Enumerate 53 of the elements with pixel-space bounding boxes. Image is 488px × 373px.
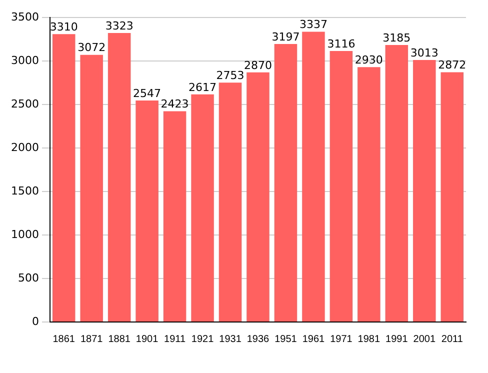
bar [440, 72, 464, 322]
bar [136, 100, 158, 322]
bar [358, 67, 380, 322]
x-tick-label: 2001 [413, 334, 436, 345]
bar [52, 34, 76, 322]
y-tick-label: 0 [32, 314, 39, 328]
data-label: 3013 [410, 46, 438, 60]
data-label: 2617 [188, 80, 217, 94]
x-tick-label: 1921 [191, 334, 214, 345]
y-tick-label: 1500 [10, 184, 39, 198]
x-tick-label: 1991 [386, 334, 408, 345]
bar [218, 82, 242, 322]
data-label: 3197 [272, 30, 300, 44]
data-label: 2930 [354, 54, 383, 67]
bar [385, 44, 408, 322]
bar [274, 44, 298, 322]
data-label: 3310 [50, 20, 78, 34]
x-tick-label: 1931 [219, 334, 242, 345]
data-label: 2870 [244, 58, 272, 72]
x-tick-label: 1951 [274, 334, 298, 345]
data-label: 2423 [160, 98, 189, 111]
bar [163, 111, 186, 322]
bar [108, 32, 131, 322]
bar [246, 72, 270, 322]
x-tick-label: 1881 [108, 334, 131, 345]
x-tick-label: 1981 [358, 334, 380, 345]
x-tick-label: 1901 [136, 334, 159, 345]
data-label: 3323 [105, 19, 134, 32]
bar [80, 54, 103, 322]
data-label: 3185 [382, 31, 411, 44]
y-tick-label: 3000 [10, 54, 39, 67]
bar [191, 94, 214, 322]
y-tick-label: 2500 [10, 97, 39, 110]
data-label: 3072 [78, 41, 106, 54]
bar [302, 32, 325, 322]
data-label: 3337 [299, 18, 328, 32]
x-tick-label: 1911 [164, 334, 186, 345]
y-tick-label: 2000 [10, 140, 39, 154]
x-tick-label: 1961 [302, 334, 326, 345]
x-tick-label: 1936 [246, 334, 270, 345]
y-tick-label: 500 [18, 271, 39, 284]
y-tick-label: 1000 [10, 228, 39, 241]
x-tick-label: 1971 [330, 334, 353, 345]
x-tick-label: 2011 [441, 334, 464, 345]
data-label: 2753 [216, 68, 244, 82]
x-tick-label: 1861 [52, 334, 76, 345]
data-label: 3116 [327, 37, 356, 50]
data-label: 2547 [133, 86, 162, 100]
bar [330, 50, 353, 322]
data-label: 2872 [438, 58, 466, 72]
x-tick-label: 1871 [80, 334, 104, 345]
y-tick-label: 3500 [10, 10, 39, 24]
bar [413, 60, 436, 322]
